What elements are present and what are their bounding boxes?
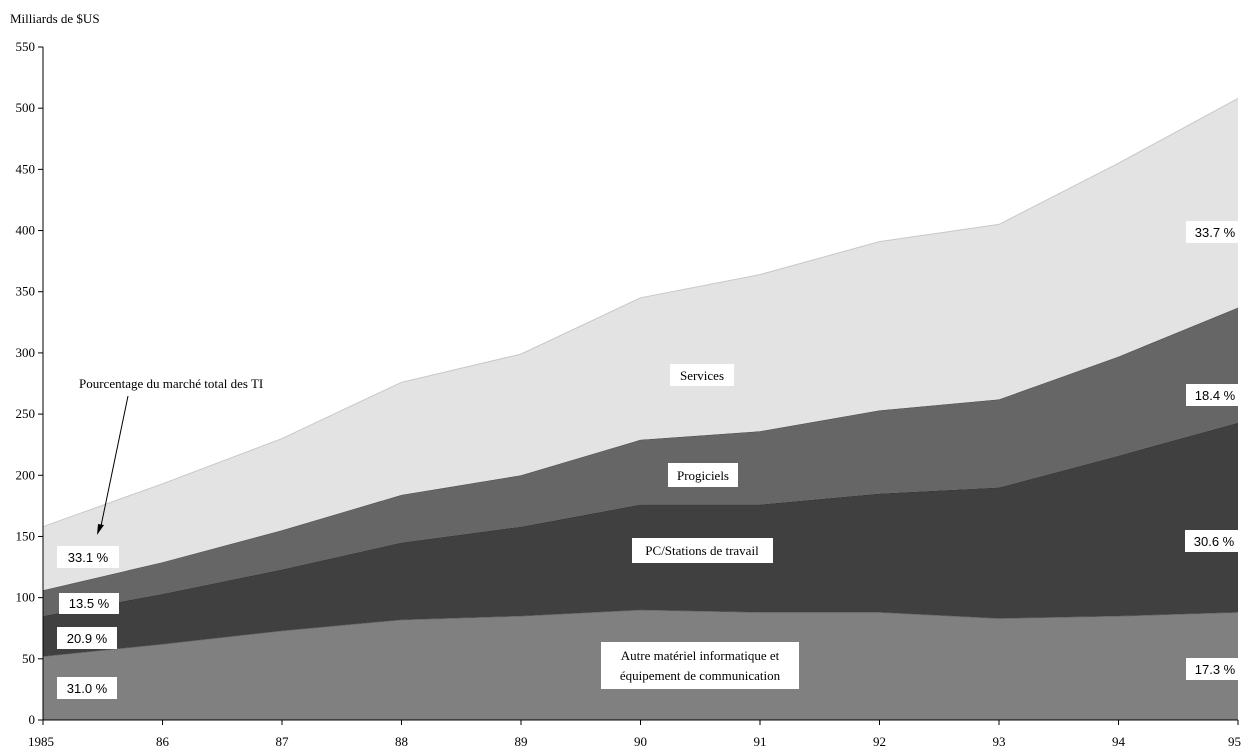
svg-text:33.7 %: 33.7 % — [1195, 225, 1236, 240]
y-tick-label: 450 — [16, 161, 36, 176]
svg-text:20.9 %: 20.9 % — [67, 631, 108, 646]
x-tick-label: 89 — [515, 734, 528, 749]
x-tick-label: 93 — [993, 734, 1006, 749]
svg-text:PC/Stations de travail: PC/Stations de travail — [645, 543, 759, 558]
area-layers — [42, 97, 1239, 720]
svg-text:Progiciels: Progiciels — [677, 468, 729, 483]
svg-text:30.6 %: 30.6 % — [1194, 534, 1235, 549]
svg-text:17.3 %: 17.3 % — [1195, 662, 1236, 677]
y-tick-label: 50 — [22, 651, 35, 666]
y-tick-label: 100 — [16, 590, 36, 605]
svg-text:18.4 %: 18.4 % — [1195, 388, 1236, 403]
svg-text:31.0 %: 31.0 % — [67, 681, 108, 696]
pct-1995-other-hw: 17.3 % — [1186, 658, 1244, 680]
y-tick-label: 250 — [16, 406, 36, 421]
y-tick-label: 300 — [16, 345, 36, 360]
series-label-services: Services — [670, 364, 734, 386]
x-tick-labels: 1985 86 87 88 89 90 91 92 93 94 95 — [28, 734, 1241, 749]
series-label-pc: PC/Stations de travail — [632, 538, 773, 563]
pct-1985-software: 13.5 % — [59, 593, 119, 614]
y-tick-label: 550 — [16, 39, 36, 54]
y-axis-title: Milliards de $US — [10, 11, 100, 26]
pct-1985-pc: 20.9 % — [57, 627, 117, 649]
y-tick-label: 200 — [16, 467, 36, 482]
y-tick-label: 0 — [29, 712, 36, 727]
y-tick-label: 500 — [16, 100, 36, 115]
svg-text:13.5 %: 13.5 % — [69, 596, 110, 611]
area-series-2 — [43, 307, 1238, 616]
annotation-arrow — [97, 395, 129, 535]
x-tick-label: 88 — [395, 734, 408, 749]
svg-text:Autre matériel informatique et: Autre matériel informatique et — [621, 648, 780, 663]
svg-text:équipement de communication: équipement de communication — [620, 668, 781, 683]
x-tick-label: 87 — [276, 734, 290, 749]
y-tick-labels: 0 50 100 150 200 250 300 350 400 450 500 550 — [16, 39, 36, 727]
y-tick-label: 350 — [16, 284, 36, 299]
pct-1995-pc: 30.6 % — [1185, 530, 1244, 552]
pct-1985-other-hw: 31.0 % — [57, 677, 117, 699]
x-tick-label: 1985 — [28, 734, 54, 749]
x-tick-label: 94 — [1112, 734, 1126, 749]
annotation-text: Pourcentage du marché total des TI — [79, 376, 263, 391]
pct-1995-software: 18.4 % — [1186, 384, 1244, 406]
x-tick-label: 86 — [156, 734, 170, 749]
area-top-line-3 — [42, 97, 1239, 528]
y-tick-label: 400 — [16, 223, 36, 238]
series-label-software: Progiciels — [668, 463, 738, 487]
y-tick-label: 150 — [16, 528, 36, 543]
x-tick-label: 92 — [873, 734, 886, 749]
x-tick-label: 90 — [634, 734, 647, 749]
svg-text:33.1 %: 33.1 % — [68, 550, 109, 565]
x-tick-label: 95 — [1228, 734, 1241, 749]
x-tick-label: 91 — [754, 734, 767, 749]
pct-1995-services: 33.7 % — [1186, 221, 1244, 243]
area-series-3 — [43, 98, 1238, 591]
svg-text:Services: Services — [680, 368, 724, 383]
series-label-other-hw: Autre matériel informatique et équipemen… — [601, 642, 799, 689]
axes — [38, 46, 1239, 725]
pct-1985-services: 33.1 % — [57, 546, 119, 568]
